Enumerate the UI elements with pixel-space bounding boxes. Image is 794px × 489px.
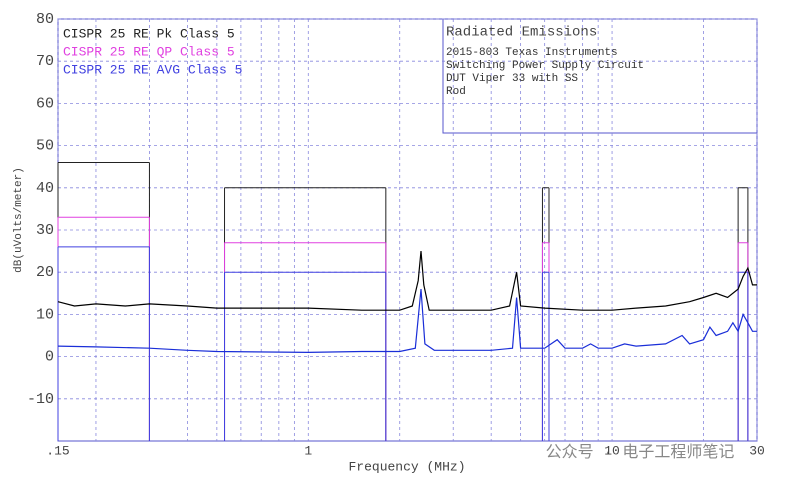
limit-line <box>58 216 748 244</box>
watermark: 公众号 · 电子工程师笔记 <box>546 443 735 462</box>
y-tick-label: 70 <box>36 53 54 70</box>
legend-entry: CISPR 25 RE QP Class 5 <box>63 44 235 59</box>
trace <box>57 251 757 311</box>
limit-line <box>58 246 748 273</box>
x-tick-label: 30 <box>749 443 765 458</box>
trace <box>57 289 757 354</box>
limit-line <box>58 162 748 189</box>
info-box <box>442 18 758 134</box>
x-tick-label: .15 <box>46 443 69 458</box>
x-tick-label: 10 <box>604 443 620 458</box>
y-tick-label: 60 <box>36 95 54 112</box>
y-tick-label: -10 <box>27 391 54 408</box>
info-line: Switching Power Supply Circuit <box>446 60 644 72</box>
legend-entry: CISPR 25 RE Pk Class 5 <box>63 26 235 41</box>
y-tick-label: 20 <box>36 264 54 281</box>
info-line: Rod <box>446 86 466 98</box>
info-line: 2015-803 Texas Instruments <box>446 47 618 59</box>
x-axis-label: Frequency (MHz) <box>348 459 465 474</box>
y-tick-label: 40 <box>36 180 54 197</box>
y-axis-label: dB(uVolts/meter) <box>13 167 25 273</box>
info-line: DUT Viper 33 with SS <box>446 73 578 85</box>
legend-entry: CISPR 25 RE AVG Class 5 <box>63 62 242 77</box>
y-tick-label: 30 <box>36 222 54 239</box>
y-tick-label: 10 <box>36 306 54 323</box>
x-tick-label: 1 <box>304 443 312 458</box>
y-tick-label: 0 <box>45 349 54 366</box>
info-title: Radiated Emissions <box>446 25 597 41</box>
y-tick-label: 50 <box>36 138 54 155</box>
y-tick-label: 80 <box>36 11 54 28</box>
